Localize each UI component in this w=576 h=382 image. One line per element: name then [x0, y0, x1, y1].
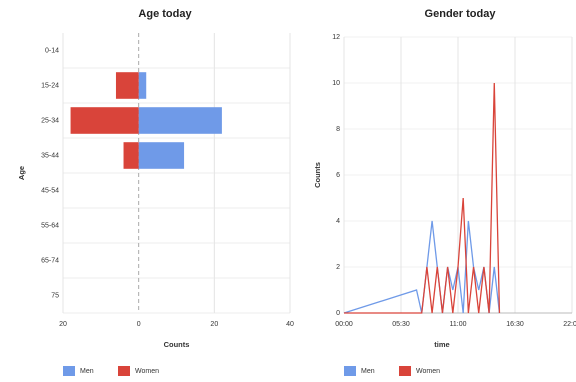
- y-tick-label: 2: [336, 264, 340, 271]
- y-tick-label: 25-34: [41, 117, 59, 124]
- legend-swatch: [344, 366, 356, 376]
- y-tick-label: 4: [336, 218, 340, 225]
- y-tick-label: 35-44: [41, 152, 59, 159]
- x-axis-title: time: [434, 340, 449, 349]
- y-tick-label: 10: [332, 80, 340, 87]
- chart-title: Age today: [138, 8, 192, 20]
- legend-swatch: [118, 366, 130, 376]
- x-tick-label: 22:00: [563, 321, 576, 328]
- y-tick-label: 0-14: [45, 47, 59, 54]
- y-tick-label: 8: [336, 126, 340, 133]
- chart-title: Gender today: [425, 8, 497, 20]
- y-axis-title: Age: [17, 166, 26, 180]
- legend-label: Women: [135, 368, 159, 375]
- legend-label: Men: [361, 368, 375, 375]
- bar: [115, 72, 139, 99]
- bar: [138, 72, 147, 99]
- x-tick-label: 16:30: [506, 321, 524, 328]
- x-axis-title: Counts: [164, 340, 190, 349]
- bar: [138, 107, 222, 134]
- y-tick-label: 0: [336, 310, 340, 317]
- legend-swatch: [399, 366, 411, 376]
- x-tick-label: 11:00: [450, 321, 467, 328]
- y-tick-label: 12: [332, 34, 340, 41]
- line-series: [344, 82, 501, 314]
- x-tick-label: 0: [137, 321, 141, 328]
- y-tick-label: 15-24: [41, 82, 59, 89]
- bar: [70, 107, 139, 134]
- bar: [123, 142, 139, 169]
- bar: [138, 142, 185, 169]
- y-tick-label: 55-64: [41, 222, 59, 229]
- y-tick-label: 65-74: [41, 257, 59, 264]
- y-tick-label: 45-54: [41, 187, 59, 194]
- legend-label: Women: [416, 368, 440, 375]
- y-tick-label: 6: [336, 172, 340, 179]
- x-tick-label: 20: [210, 321, 218, 328]
- x-tick-label: 40: [286, 321, 294, 328]
- legend-swatch: [63, 366, 75, 376]
- x-tick-label: 00:00: [335, 321, 353, 328]
- x-tick-label: 05:30: [392, 321, 410, 328]
- legend-label: Men: [80, 368, 94, 375]
- y-tick-label: 75: [51, 292, 59, 299]
- y-axis-title: Counts: [313, 162, 322, 188]
- x-tick-label: 20: [59, 321, 67, 328]
